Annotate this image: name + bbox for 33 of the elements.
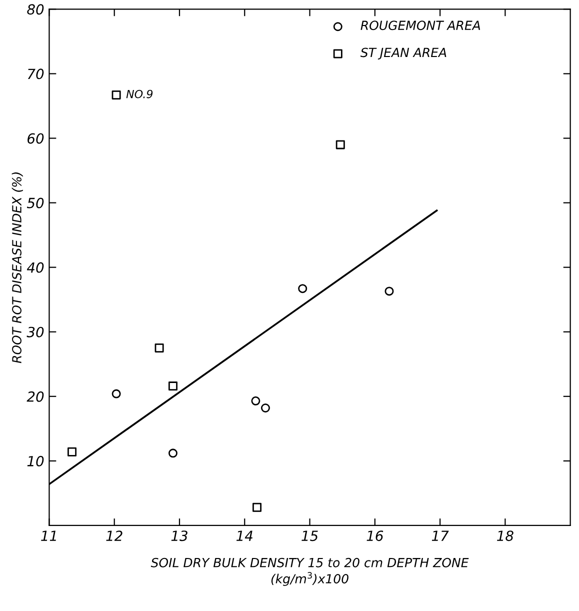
x-axis-title: SOIL DRY BULK DENSITY 15 to 20 cm DEPTH ZONE (kg/m$^{3}$)x100: [150, 558, 469, 586]
point: [168, 448, 178, 458]
y-tick-label: 30: [26, 326, 44, 338]
point: [384, 286, 394, 296]
x-tick-label: 14: [236, 530, 252, 541]
x-tick-label: 18: [497, 530, 514, 542]
x-tick-label: 12: [106, 530, 122, 541]
point: [168, 382, 178, 391]
x-tick-label: 16: [366, 530, 384, 542]
y-tick-label: 70: [28, 68, 44, 80]
y-tick-label: 60: [28, 133, 44, 144]
x-tick-label: 11: [41, 530, 56, 541]
x-tick-label: 13: [171, 530, 188, 542]
y-tick-label: 80: [27, 4, 44, 15]
y-axis-title: ROOT ROT DISEASE INDEX (%): [12, 172, 23, 364]
x-tick-label: 17: [432, 530, 449, 541]
point: [154, 343, 164, 352]
legend-label: ROUGEMONT AREA: [360, 20, 480, 30]
y-tick-label: 50: [26, 198, 44, 208]
y-tick-label: 20: [26, 391, 44, 402]
point: [112, 389, 121, 398]
legend-label: ST JEAN AREA: [360, 48, 446, 60]
point: [251, 396, 260, 406]
y-tick-label: 40: [26, 262, 44, 273]
point: [336, 140, 345, 150]
point: [260, 404, 270, 412]
point: [68, 447, 77, 456]
x-tick-label: 15: [302, 530, 318, 542]
point: [112, 90, 121, 100]
point: [252, 502, 262, 512]
y-tick-label: 10: [27, 456, 44, 466]
annotation: NO.9: [126, 90, 153, 98]
point: [298, 284, 308, 294]
